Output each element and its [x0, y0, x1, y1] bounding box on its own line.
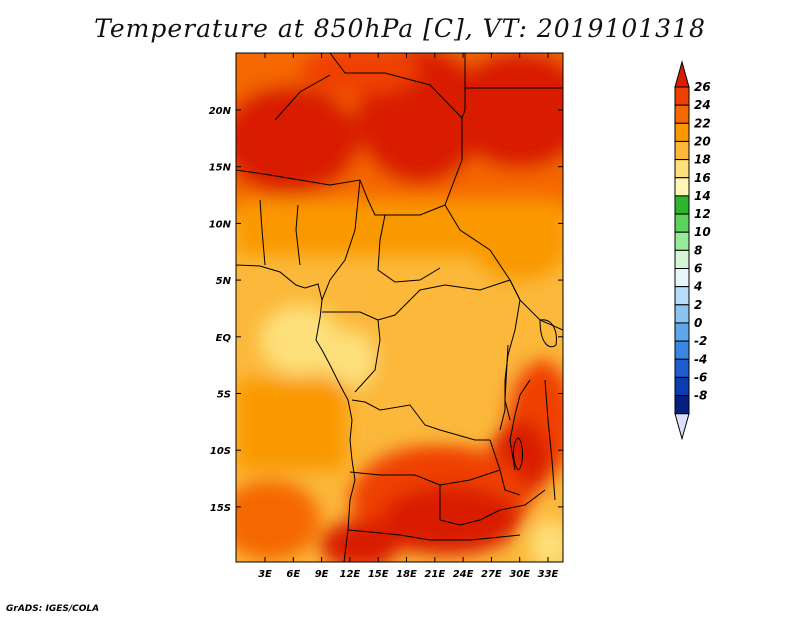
colorbar-label: 4	[693, 280, 702, 294]
colorbar-segment	[674, 268, 690, 288]
colorbar-label: 2	[694, 298, 702, 312]
colorbar-label: 18	[694, 153, 711, 167]
lat-tick-label: 20N	[209, 106, 232, 117]
lon-tick-label: 12E	[340, 569, 361, 580]
lon-tick-label: 6E	[286, 569, 300, 580]
colorbar-over-triangle	[674, 60, 690, 88]
longitude-axis: 3E 6E 9E 12E 15E 18E 21E 24E 27E 30E 33E	[258, 53, 559, 580]
colorbar-segment	[674, 358, 690, 378]
colorbar-label: 16	[694, 171, 711, 185]
colorbar-segment	[674, 177, 690, 197]
colorbar-segment	[674, 322, 690, 342]
lon-tick-label: 30E	[509, 569, 530, 580]
colorbar-label: -4	[694, 352, 707, 366]
colorbar-segment	[674, 286, 690, 306]
lon-tick-label: 9E	[315, 569, 329, 580]
colorbar-segment	[674, 122, 690, 142]
lon-tick-label: 18E	[396, 569, 417, 580]
colorbar-label: 12	[694, 207, 711, 221]
colorbar-segment	[674, 231, 690, 251]
colorbar-under-triangle	[674, 413, 690, 441]
lat-tick-label: 5S	[217, 390, 231, 401]
colorbar-label: 0	[694, 316, 702, 330]
lon-tick-label: 15E	[368, 569, 389, 580]
lon-tick-label: 27E	[481, 569, 502, 580]
colorbar-segment	[674, 395, 690, 415]
colorbar-segment	[674, 104, 690, 124]
colorbar-segment	[674, 195, 690, 215]
colorbar-label: 22	[694, 116, 711, 130]
colorbar-segment	[674, 376, 690, 397]
colorbar-segment	[674, 140, 690, 161]
lat-tick-label: 15N	[209, 163, 232, 174]
lon-tick-label: 33E	[538, 569, 559, 580]
colorbar-label: 14	[694, 189, 711, 203]
colorbar-label: 26	[694, 80, 711, 94]
colorbar-label: 10	[694, 225, 711, 239]
lat-tick-label: 15S	[210, 503, 231, 514]
temperature-field	[236, 53, 563, 562]
lat-tick-label: 10S	[210, 446, 231, 457]
colorbar-label: -6	[694, 370, 707, 384]
lon-tick-label: 3E	[258, 569, 272, 580]
colorbar-label: 8	[694, 243, 702, 257]
colorbar-label: 24	[694, 98, 711, 112]
colorbar-segment	[674, 159, 690, 179]
lat-tick-label: EQ	[216, 333, 232, 344]
colorbar-segment	[674, 340, 690, 360]
map-frame	[235, 52, 564, 563]
country-borders	[236, 53, 563, 562]
lon-tick-label: 24E	[453, 569, 474, 580]
lat-tick-label: 5N	[216, 276, 232, 287]
colorbar-segment	[674, 249, 690, 270]
colorbar-label: -8	[694, 389, 707, 403]
colorbar-segment	[674, 304, 690, 324]
colorbar-label: 6	[694, 262, 702, 276]
colorbar-label: -2	[694, 334, 707, 348]
credit-label: GrADS: IGES/COLA	[6, 604, 100, 614]
lat-tick-label: 10N	[209, 219, 232, 230]
colorbar-segment	[674, 86, 690, 106]
latitude-axis: 20N 15N 10N 5N EQ 5S 10S 15S	[209, 106, 563, 514]
chart-title: Temperature at 850hPa [C], VT: 201910131…	[94, 14, 706, 43]
colorbar-segment	[674, 213, 690, 233]
lon-tick-label: 21E	[424, 569, 445, 580]
colorbar-label: 20	[694, 134, 711, 148]
